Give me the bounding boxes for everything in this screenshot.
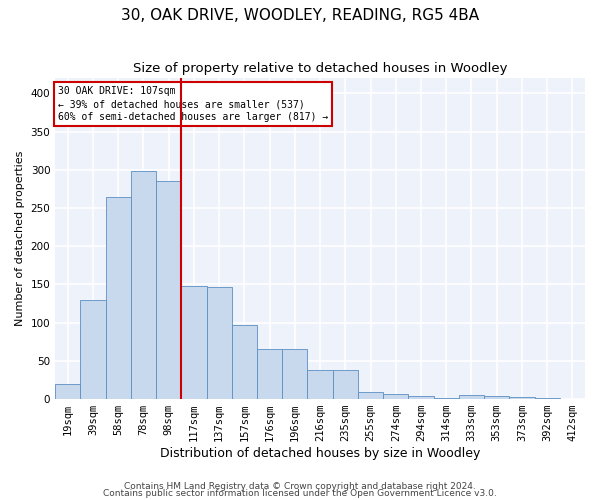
Y-axis label: Number of detached properties: Number of detached properties (15, 151, 25, 326)
Text: Contains public sector information licensed under the Open Government Licence v3: Contains public sector information licen… (103, 490, 497, 498)
Bar (484, 396, 509, 399)
Bar (55, 384, 80, 399)
Text: Contains HM Land Registry data © Crown copyright and database right 2024.: Contains HM Land Registry data © Crown c… (124, 482, 476, 491)
Title: Size of property relative to detached houses in Woodley: Size of property relative to detached ho… (133, 62, 508, 76)
Bar (434, 398, 459, 399)
Bar (459, 396, 484, 399)
X-axis label: Distribution of detached houses by size in Woodley: Distribution of detached houses by size … (160, 447, 480, 460)
Bar (257, 350, 282, 399)
Bar (332, 370, 358, 399)
Bar (106, 196, 131, 399)
Bar (358, 392, 383, 399)
Bar (383, 394, 409, 399)
Bar (282, 350, 307, 399)
Bar (131, 172, 156, 399)
Bar (80, 300, 106, 399)
Text: 30, OAK DRIVE, WOODLEY, READING, RG5 4BA: 30, OAK DRIVE, WOODLEY, READING, RG5 4BA (121, 8, 479, 22)
Bar (535, 398, 560, 399)
Bar (509, 397, 535, 399)
Text: 30 OAK DRIVE: 107sqm
← 39% of detached houses are smaller (537)
60% of semi-deta: 30 OAK DRIVE: 107sqm ← 39% of detached h… (58, 86, 328, 122)
Bar (206, 286, 232, 399)
Bar (156, 181, 181, 399)
Bar (409, 396, 434, 399)
Bar (307, 370, 332, 399)
Bar (232, 325, 257, 399)
Bar (181, 286, 206, 399)
